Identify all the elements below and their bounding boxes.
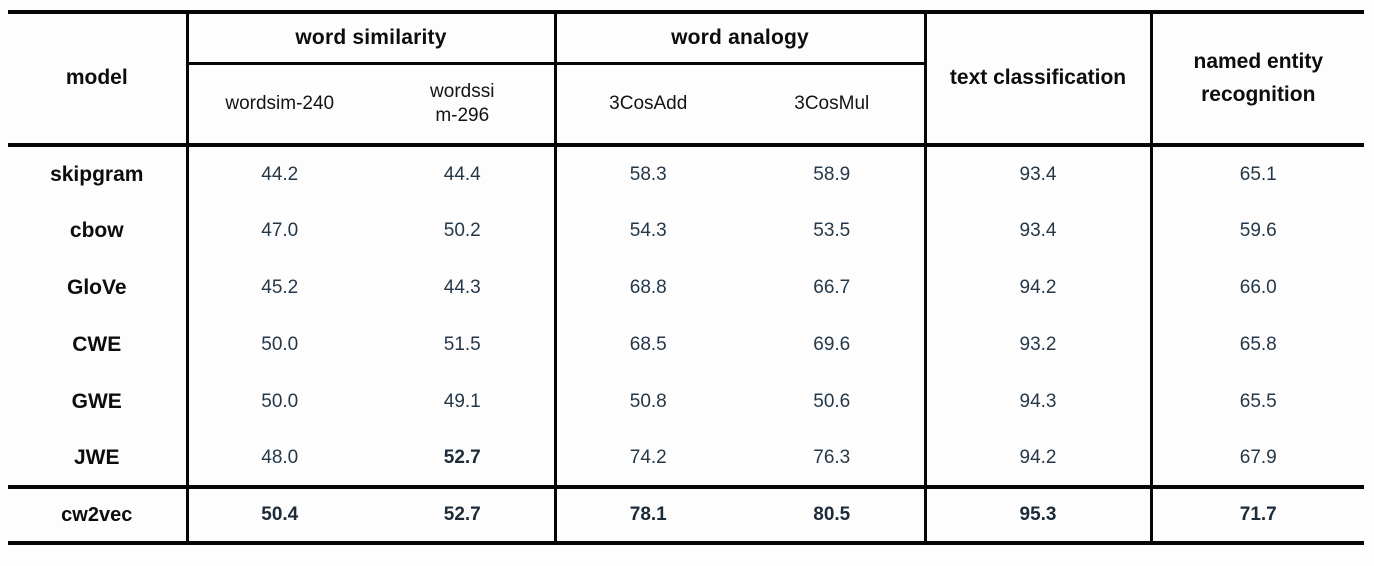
table-body: skipgram 44.2 44.4 58.3 58.9 93.4 65.1 c… <box>8 145 1364 487</box>
row-gwe: GWE 50.0 49.1 50.8 50.6 94.3 65.5 <box>8 373 1364 430</box>
value-cell: 65.5 <box>1239 390 1277 412</box>
value-cell: 50.2 <box>371 202 557 259</box>
value-cell: 95.3 <box>925 487 1153 543</box>
value-cell: 93.2 <box>925 316 1153 373</box>
row-cbow: cbow 47.0 50.2 54.3 53.5 93.4 59.6 <box>8 202 1364 259</box>
value-cell: 53.5 <box>740 202 927 259</box>
value-cell: 50.6 <box>740 373 927 430</box>
column-header-3cosadd: 3CosAdd <box>609 92 688 114</box>
value-cell: 93.4 <box>925 145 1153 202</box>
value-cell: 59.6 <box>1239 219 1277 241</box>
column-group-word-analogy: word analogy <box>555 12 927 65</box>
value-cell: 58.9 <box>740 145 927 202</box>
row-cw2vec: cw2vec 50.4 52.7 78.1 80.5 95.3 71.7 <box>8 487 1364 543</box>
model-cell: skipgram <box>8 145 189 202</box>
value-cell: 78.1 <box>629 504 667 525</box>
model-cell: GloVe <box>8 259 189 316</box>
value-cell: 50.4 <box>261 504 299 525</box>
value-cell: 58.3 <box>629 163 667 185</box>
value-cell: 66.7 <box>740 259 927 316</box>
value-cell: 94.2 <box>925 259 1153 316</box>
model-cell: GWE <box>8 373 189 430</box>
model-cell: cbow <box>8 202 189 259</box>
value-cell: 66.0 <box>1239 276 1277 298</box>
row-skipgram: skipgram 44.2 44.4 58.3 58.9 93.4 65.1 <box>8 145 1364 202</box>
wordssim-296-line2: m-296 <box>435 104 490 126</box>
column-header-wordssim-296: wordssi m-296 <box>371 63 557 145</box>
value-cell: 68.8 <box>629 276 667 298</box>
value-cell: 44.3 <box>371 259 557 316</box>
value-cell: 71.7 <box>1239 504 1277 525</box>
column-header-wordsim-240: wordsim-240 <box>225 92 335 114</box>
value-cell: 94.2 <box>925 430 1153 487</box>
value-cell: 50.0 <box>261 390 299 412</box>
column-header-named-entity-recognition: named entity recognition <box>1193 49 1324 106</box>
row-jwe: JWE 48.0 52.7 74.2 76.3 94.2 67.9 <box>8 430 1364 487</box>
value-cell: 52.7 <box>371 487 557 543</box>
value-cell: 69.6 <box>740 316 927 373</box>
value-cell: 47.0 <box>261 219 299 241</box>
row-glove: GloVe 45.2 44.3 68.8 66.7 94.2 66.0 <box>8 259 1364 316</box>
sub-header-row: wordsim-240 wordssi m-296 3CosAdd 3CosMul <box>8 63 1364 145</box>
value-cell: 51.5 <box>371 316 557 373</box>
value-cell: 74.2 <box>629 446 667 468</box>
value-cell: 54.3 <box>629 219 667 241</box>
value-cell: 93.4 <box>925 202 1153 259</box>
row-cwe: CWE 50.0 51.5 68.5 69.6 93.2 65.8 <box>8 316 1364 373</box>
value-cell: 65.8 <box>1239 333 1277 355</box>
value-cell: 68.5 <box>629 333 667 355</box>
column-header-text-classification: text classification <box>925 12 1153 145</box>
value-cell: 80.5 <box>740 487 927 543</box>
value-cell: 44.4 <box>371 145 557 202</box>
wordssim-296-line1: wordssi <box>430 81 495 102</box>
group-header-row: model word similarity word analogy text … <box>8 12 1364 145</box>
value-cell: 65.1 <box>1239 163 1277 185</box>
value-cell: 45.2 <box>261 276 299 298</box>
value-cell: 52.7 <box>371 430 557 487</box>
value-cell: 48.0 <box>261 446 299 468</box>
model-cell: cw2vec <box>8 487 189 543</box>
model-cell: CWE <box>8 316 189 373</box>
value-cell: 50.8 <box>629 390 667 412</box>
value-cell: 50.0 <box>261 333 299 355</box>
column-header-model: model <box>8 12 189 145</box>
model-cell: JWE <box>8 430 189 487</box>
results-table: model word similarity word analogy text … <box>8 10 1365 545</box>
value-cell: 76.3 <box>740 430 927 487</box>
table-header: model word similarity word analogy text … <box>8 12 1365 145</box>
column-group-word-similarity: word similarity <box>187 12 557 65</box>
value-cell: 44.2 <box>261 163 299 185</box>
value-cell: 49.1 <box>371 373 557 430</box>
column-header-3cosmul: 3CosMul <box>740 63 927 145</box>
value-cell: 94.3 <box>925 373 1153 430</box>
table-footer: cw2vec 50.4 52.7 78.1 80.5 95.3 71.7 <box>8 487 1365 543</box>
value-cell: 67.9 <box>1239 446 1277 468</box>
